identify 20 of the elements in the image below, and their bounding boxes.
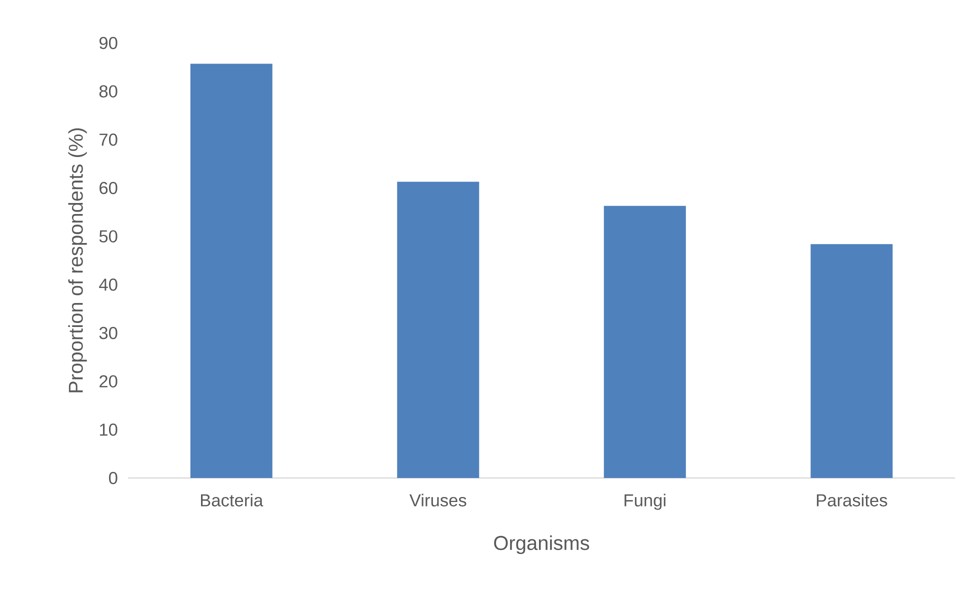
x-tick-label: Viruses: [409, 494, 466, 506]
x-tick-label: Fungi: [624, 494, 666, 510]
bar: [810, 244, 893, 478]
y-tick-label: 70: [100, 134, 118, 146]
bar: [604, 206, 686, 478]
y-tick-label: 80: [99, 85, 118, 98]
y-tick-label: 60: [100, 182, 118, 194]
x-tick-label: Parasites: [816, 494, 888, 506]
y-tick-label: 20: [100, 375, 118, 388]
bar: [190, 64, 272, 478]
y-axis-title: Proportion of respondents (%): [68, 128, 87, 392]
bar: [397, 182, 480, 478]
y-tick-label: 0: [108, 472, 118, 484]
y-tick-label: 40: [99, 278, 118, 291]
y-tick-label: 10: [100, 424, 118, 436]
y-tick-label: 90: [99, 36, 118, 50]
y-tick-label: 50: [99, 230, 118, 242]
x-tick-label: Bacteria: [201, 494, 264, 506]
y-tick-label: 30: [99, 326, 118, 340]
x-axis-title: Organisms: [494, 535, 590, 554]
